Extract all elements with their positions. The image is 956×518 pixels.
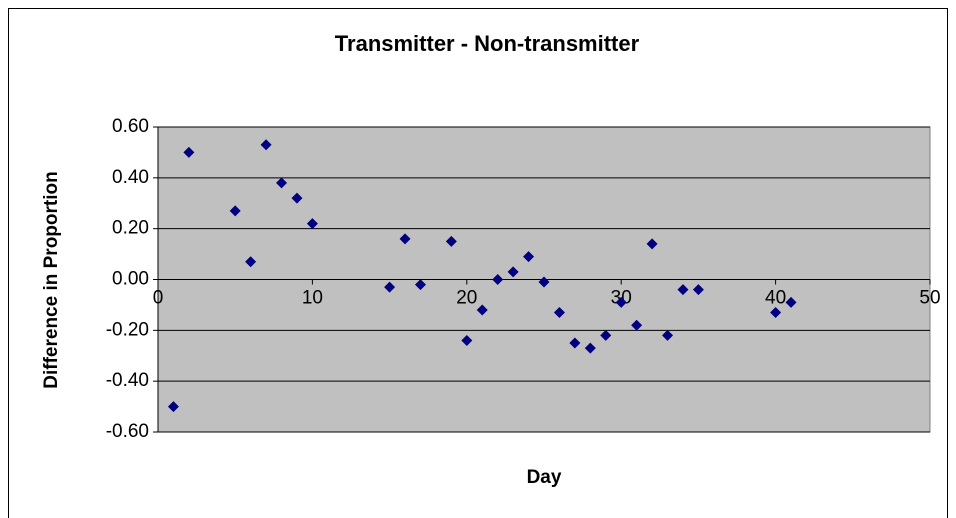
point — [553, 307, 565, 319]
point — [569, 337, 581, 349]
x-tick-label: 20 — [456, 288, 477, 309]
y-tick-label: -0.60 — [106, 421, 149, 442]
point — [414, 279, 426, 291]
x-axis-label: Day — [527, 467, 562, 488]
chart-title: Transmitter - Non-transmitter — [335, 31, 640, 56]
point — [600, 329, 612, 341]
point — [785, 296, 797, 308]
point — [615, 296, 627, 308]
point — [461, 335, 473, 346]
y-tick-label: -0.20 — [106, 319, 149, 340]
point — [476, 304, 488, 316]
x-tick-label: 10 — [302, 288, 323, 309]
point — [399, 233, 411, 245]
point — [770, 307, 782, 319]
x-tick-label: 40 — [765, 288, 786, 309]
x-tick-label: 50 — [919, 288, 940, 309]
point — [306, 218, 318, 230]
point — [677, 284, 689, 296]
point — [384, 281, 396, 293]
y-tick-label: 0.20 — [112, 218, 149, 239]
point — [229, 205, 241, 217]
y-tick-label: 0.60 — [112, 116, 149, 137]
point — [445, 235, 457, 247]
y-axis-label: Difference in Proportion — [41, 171, 62, 388]
y-tick-label: 0.40 — [112, 167, 149, 188]
x-tick-label: 0 — [153, 288, 164, 309]
point — [523, 251, 535, 263]
point — [492, 274, 504, 285]
y-tick-label: 0.00 — [112, 269, 149, 290]
point — [692, 284, 704, 296]
point — [646, 238, 658, 250]
point — [260, 139, 272, 151]
point — [538, 276, 550, 288]
point — [276, 177, 288, 189]
point — [183, 146, 195, 158]
point — [631, 319, 643, 331]
point — [584, 342, 596, 354]
point — [245, 256, 257, 268]
point — [507, 266, 519, 278]
y-tick-label: -0.40 — [106, 370, 149, 391]
point — [662, 329, 674, 341]
point — [291, 192, 303, 204]
point — [167, 401, 179, 413]
